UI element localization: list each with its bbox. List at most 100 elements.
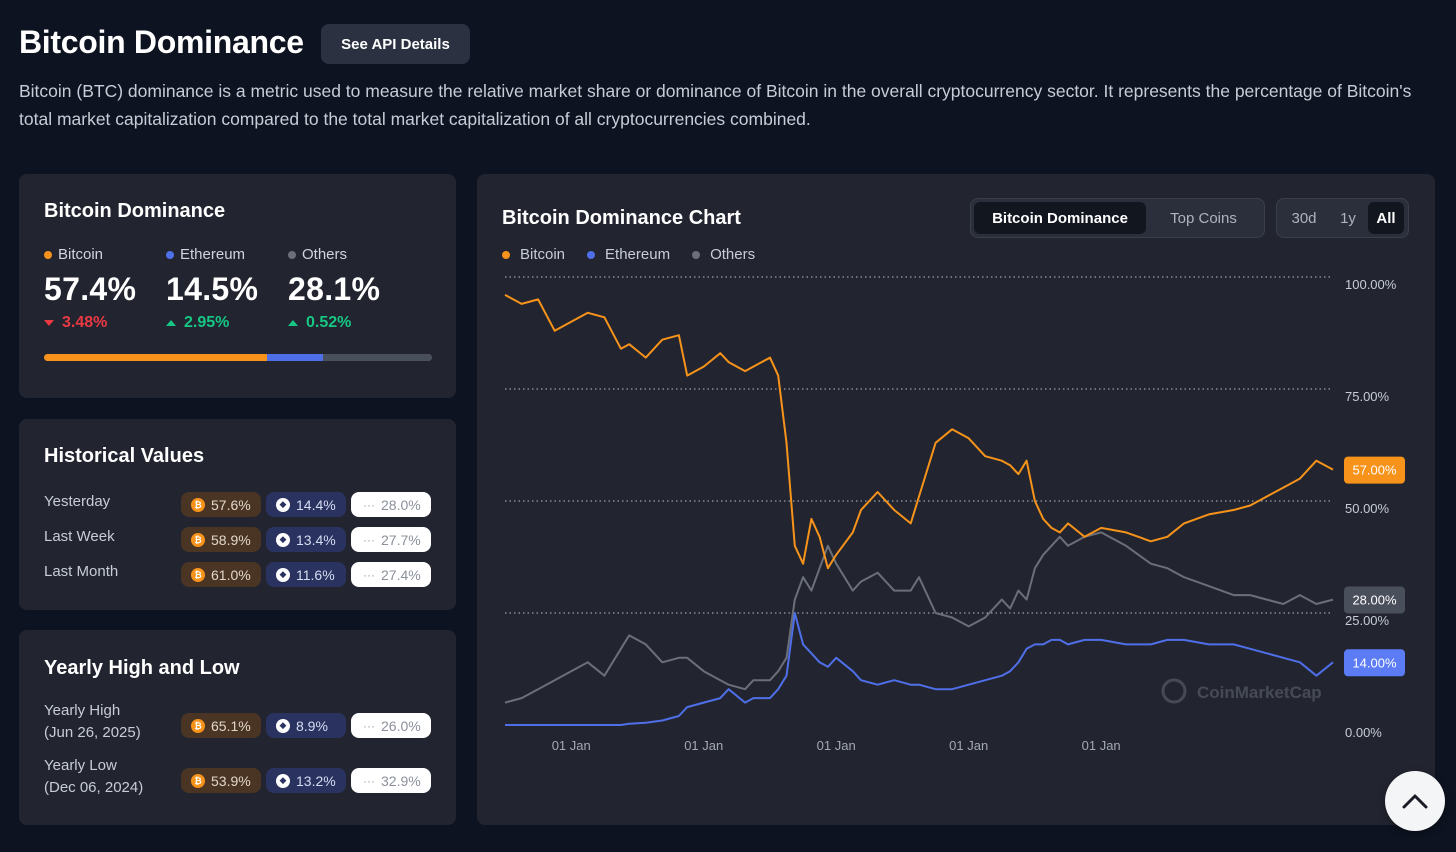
scroll-to-top-button[interactable] <box>1385 771 1445 831</box>
others-value-pill: ··· 26.0% <box>351 713 431 738</box>
eth-value-pill: ◆ 13.4% <box>266 527 346 552</box>
pill-text: 58.9% <box>211 531 251 548</box>
pill-text: 14.4% <box>296 496 336 513</box>
dominance-label: Ethereum <box>180 246 246 263</box>
y-tick-label: 50.00% <box>1345 501 1390 516</box>
current-value-label: 57.00% <box>1352 463 1397 478</box>
y-tick-label: 100.00% <box>1345 277 1397 292</box>
tab-bitcoin-dominance[interactable]: Bitcoin Dominance <box>974 202 1146 234</box>
x-tick-label: 01 Jan <box>817 738 856 753</box>
ethereum-icon: ◆ <box>276 567 290 582</box>
current-value-label: 28.00% <box>1352 593 1397 608</box>
dominance-change: 2.95% <box>184 314 230 331</box>
pill-text: 13.2% <box>296 772 336 789</box>
others-value-pill: ··· 28.0% <box>351 492 431 517</box>
others-dot-icon <box>692 250 701 259</box>
chart-range-tabs: 30d 1y All <box>1276 198 1409 238</box>
page-description: Bitcoin (BTC) dominance is a metric used… <box>19 81 1412 129</box>
yearly-row-label: Yearly High (Jun 26, 2025) <box>44 700 141 744</box>
dominance-card-title: Bitcoin Dominance <box>44 200 226 222</box>
legend-label: Others <box>710 246 756 263</box>
share-bar-ethereum <box>266 354 323 361</box>
pill-text: 65.1% <box>211 717 251 734</box>
pill-text: 13.4% <box>296 531 336 548</box>
yearly-date: (Dec 06, 2024) <box>44 779 144 796</box>
ellipsis-icon: ··· <box>363 567 375 582</box>
others-value-pill: ··· 27.7% <box>351 527 431 552</box>
eth-value-pill: ◆ 8.9% <box>266 713 346 738</box>
pill-text: 57.6% <box>211 496 251 513</box>
y-tick-label: 0.00% <box>1345 725 1382 740</box>
ethereum-icon: ◆ <box>276 718 290 733</box>
historical-row-label: Last Month <box>44 563 119 580</box>
pill-text: 27.4% <box>381 566 421 583</box>
historical-row-label: Yesterday <box>44 493 111 510</box>
bitcoin-icon: ₿ <box>191 567 205 582</box>
dominance-share-bar <box>44 354 432 361</box>
watermark-text: CoinMarketCap <box>1197 683 1322 702</box>
eth-value-pill: ◆ 13.2% <box>266 768 346 793</box>
range-30d[interactable]: 30d <box>1291 209 1317 227</box>
legend-label: Ethereum <box>605 246 671 263</box>
tab-top-coins[interactable]: Top Coins <box>1170 209 1237 227</box>
btc-value-pill: ₿ 58.9% <box>181 527 261 552</box>
pill-text: 53.9% <box>211 772 251 789</box>
series-line-others[interactable] <box>504 531 1334 704</box>
bitcoin-icon: ₿ <box>191 497 205 512</box>
series-line-bitcoin[interactable] <box>504 294 1334 570</box>
dominance-label: Others <box>302 246 348 263</box>
dominance-change: 0.52% <box>306 314 352 331</box>
btc-value-pill: ₿ 57.6% <box>181 492 261 517</box>
range-1y[interactable]: 1y <box>1340 209 1356 227</box>
x-tick-label: 01 Jan <box>684 738 723 753</box>
dominance-change: 3.48% <box>62 314 108 331</box>
btc-value-pill: ₿ 61.0% <box>181 562 261 587</box>
dominance-value: 28.1% <box>288 271 381 307</box>
dominance-ethereum: Ethereum 14.5% 2.95% <box>166 246 258 332</box>
ethereum-icon: ◆ <box>276 497 290 512</box>
historical-card-title: Historical Values <box>44 445 205 467</box>
legend-label: Bitcoin <box>520 246 566 263</box>
pill-text: 28.0% <box>381 496 421 513</box>
ethereum-icon: ◆ <box>276 773 290 788</box>
caret-down-icon <box>44 320 54 326</box>
historical-row-label: Last Week <box>44 528 115 545</box>
share-bar-bitcoin <box>44 354 267 361</box>
legend-others[interactable]: Others <box>692 246 755 263</box>
series-line-ethereum[interactable] <box>505 612 1334 726</box>
ellipsis-icon: ··· <box>363 773 375 788</box>
page-title: Bitcoin Dominance <box>19 24 304 60</box>
share-bar-others <box>322 354 432 361</box>
legend-ethereum[interactable]: Ethereum <box>587 246 670 263</box>
others-value-pill: ··· 32.9% <box>351 768 431 793</box>
eth-value-pill: ◆ 14.4% <box>266 492 346 517</box>
btc-value-pill: ₿ 65.1% <box>181 713 261 738</box>
bitcoin-dot-icon <box>502 250 510 259</box>
pill-text: 32.9% <box>381 772 421 789</box>
range-all[interactable]: All <box>1368 202 1404 234</box>
caret-up-icon <box>166 320 176 326</box>
current-value-badge-ethereum <box>1344 649 1405 677</box>
y-tick-label: 25.00% <box>1345 613 1390 628</box>
pill-text: 8.9% <box>296 717 328 734</box>
see-api-details-button[interactable]: See API Details <box>321 24 470 64</box>
y-tick-label: 75.00% <box>1345 389 1390 404</box>
eth-value-pill: ◆ 11.6% <box>266 562 346 587</box>
caret-up-icon <box>288 320 298 326</box>
bitcoin-icon: ₿ <box>191 718 205 733</box>
legend-bitcoin[interactable]: Bitcoin <box>502 246 565 263</box>
ethereum-icon: ◆ <box>276 532 290 547</box>
ellipsis-icon: ··· <box>363 718 375 733</box>
pill-text: 26.0% <box>381 717 421 734</box>
current-value-label: 14.00% <box>1352 655 1397 670</box>
chart-legend: Bitcoin Ethereum Others <box>502 246 755 263</box>
dominance-others: Others 28.1% 0.52% <box>288 246 380 332</box>
yearly-card-title: Yearly High and Low <box>44 657 240 679</box>
pill-text: 27.7% <box>381 531 421 548</box>
x-tick-label: 01 Jan <box>1082 738 1121 753</box>
yearly-row-label: Yearly Low (Dec 06, 2024) <box>44 755 143 799</box>
dominance-value: 57.4% <box>44 271 137 307</box>
chart-card <box>477 174 1435 825</box>
ethereum-dot-icon <box>587 250 596 259</box>
